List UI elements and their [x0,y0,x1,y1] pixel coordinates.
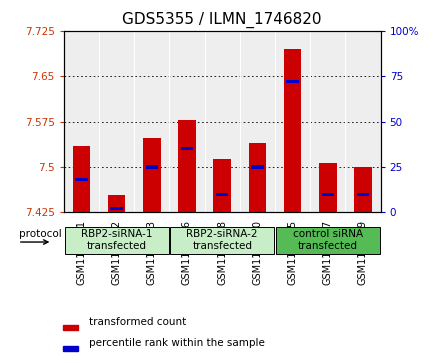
Text: transformed count: transformed count [89,317,186,327]
FancyBboxPatch shape [65,227,169,254]
FancyBboxPatch shape [276,227,380,254]
Bar [143,138,161,212]
Bar [354,167,372,212]
Bar [249,143,266,212]
Text: control siRNA
transfected: control siRNA transfected [293,229,363,251]
Text: RBP2-siRNA-1
transfected: RBP2-siRNA-1 transfected [81,229,152,251]
Bar [213,159,231,212]
Bar [63,325,78,330]
Bar [286,80,299,83]
FancyBboxPatch shape [170,227,274,254]
Bar [322,192,334,196]
Bar [146,165,158,168]
Bar [357,192,369,196]
Title: GDS5355 / ILMN_1746820: GDS5355 / ILMN_1746820 [122,12,322,28]
Bar [63,346,78,351]
Bar [319,163,337,212]
Bar [108,195,125,212]
Bar [178,120,196,212]
Text: protocol: protocol [19,229,62,239]
Bar [110,207,123,211]
Bar [75,178,88,181]
Bar [181,147,193,150]
Bar [284,49,301,212]
Bar [216,192,228,196]
Bar [251,165,264,168]
Bar [73,146,90,212]
Text: RBP2-siRNA-2
transfected: RBP2-siRNA-2 transfected [187,229,258,251]
Text: percentile rank within the sample: percentile rank within the sample [89,338,264,348]
